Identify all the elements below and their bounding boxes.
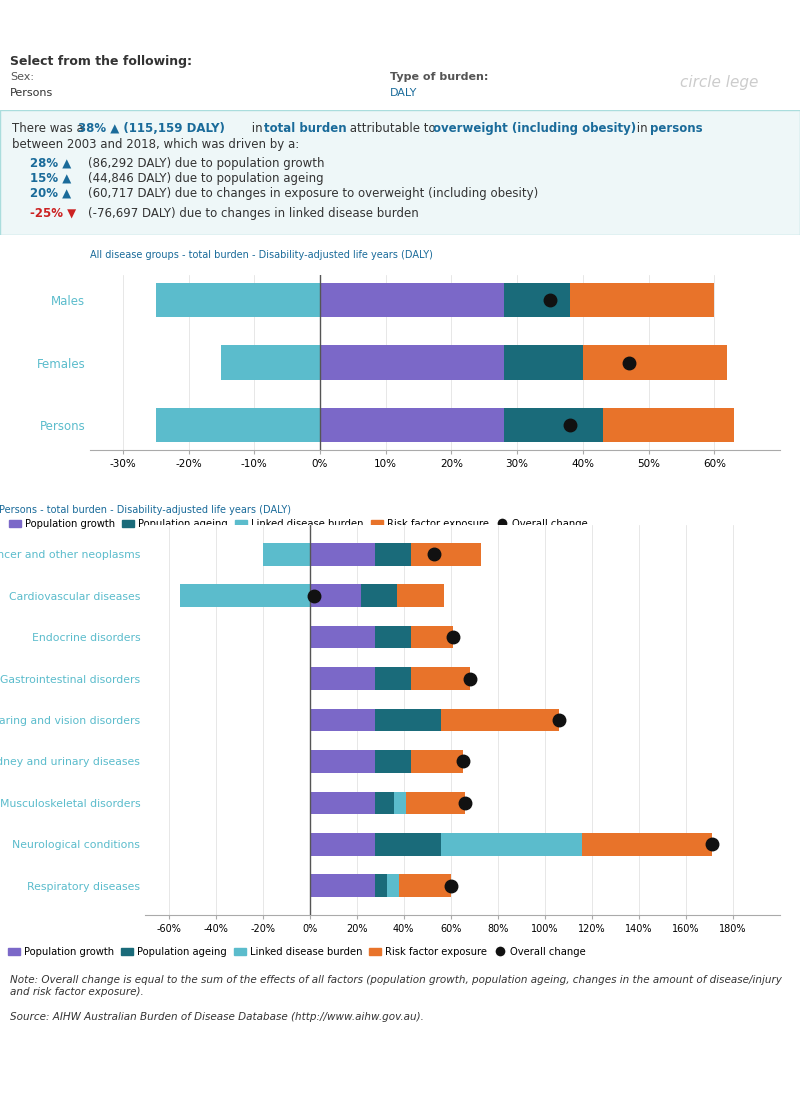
Bar — [262, 542, 310, 565]
Bar — [375, 708, 442, 732]
Text: attributable to: attributable to — [346, 122, 439, 135]
Legend: Population growth, Population ageing, Linked disease burden, Risk factor exposur: Population growth, Population ageing, Li… — [4, 943, 590, 960]
Bar — [442, 833, 582, 856]
Text: Drivers of change in overweight (including obesity) attributable burden: Drivers of change in overweight (includi… — [10, 12, 715, 30]
Text: Sex:: Sex: — [10, 72, 34, 82]
Text: total burden: total burden — [264, 122, 346, 135]
Bar — [504, 345, 583, 379]
Bar — [156, 408, 320, 442]
Text: Note: Overall change is equal to the sum of the effects of all factors (populati: Note: Overall change is equal to the sum… — [10, 975, 782, 997]
Bar — [180, 584, 310, 607]
Bar — [310, 584, 362, 607]
Text: -25% ▼: -25% ▼ — [30, 207, 76, 220]
Bar — [310, 626, 375, 649]
Text: persons: persons — [650, 122, 702, 135]
Bar — [310, 750, 375, 773]
Bar — [504, 283, 570, 317]
Bar — [375, 874, 387, 898]
Bar — [310, 667, 375, 690]
Text: (60,717 DALY) due to changes in exposure to overweight (including obesity): (60,717 DALY) due to changes in exposure… — [88, 187, 538, 200]
Bar — [375, 833, 442, 856]
Bar — [310, 833, 375, 856]
Text: Persons - total burden - Disability-adjusted life years (DALY): Persons - total burden - Disability-adju… — [0, 505, 291, 515]
Bar — [375, 626, 410, 649]
Text: 20% ▲: 20% ▲ — [30, 187, 71, 200]
Text: DALY: DALY — [390, 88, 418, 98]
Bar — [442, 708, 559, 732]
Text: Persons: Persons — [10, 88, 54, 98]
Text: (44,846 DALY) due to population ageing: (44,846 DALY) due to population ageing — [88, 172, 324, 185]
Bar — [602, 408, 734, 442]
Text: between 2003 and 2018, which was driven by a:: between 2003 and 2018, which was driven … — [12, 138, 299, 151]
Text: 15% ▲: 15% ▲ — [30, 172, 71, 185]
Bar — [394, 792, 406, 814]
Text: 28% ▲: 28% ▲ — [30, 157, 71, 170]
Text: in: in — [633, 122, 651, 135]
Text: All disease groups - total burden - Disability-adjusted life years (DALY): All disease groups - total burden - Disa… — [90, 250, 433, 260]
Bar — [410, 626, 453, 649]
Text: There was a: There was a — [12, 122, 87, 135]
Bar — [310, 792, 375, 814]
Bar — [222, 345, 320, 379]
Bar — [320, 345, 504, 379]
Bar — [582, 833, 712, 856]
Bar — [320, 283, 504, 317]
Bar — [310, 874, 375, 898]
Bar — [320, 408, 504, 442]
Text: Type of burden:: Type of burden: — [390, 72, 488, 82]
Bar — [310, 708, 375, 732]
Text: Per cent change by disease group: Per cent change by disease group — [10, 497, 328, 515]
Bar — [583, 345, 727, 379]
Bar — [375, 667, 410, 690]
Bar — [504, 408, 602, 442]
Text: (86,292 DALY) due to population growth: (86,292 DALY) due to population growth — [88, 157, 325, 170]
Bar — [410, 542, 482, 565]
Bar — [570, 283, 714, 317]
Bar — [406, 792, 465, 814]
Bar — [410, 750, 462, 773]
Bar — [410, 667, 470, 690]
Bar — [362, 584, 397, 607]
Bar — [387, 874, 399, 898]
Text: Per cent change by sex: Per cent change by sex — [10, 242, 228, 260]
Text: (-76,697 DALY) due to changes in linked disease burden: (-76,697 DALY) due to changes in linked … — [88, 207, 418, 220]
Text: Select from the following:: Select from the following: — [10, 55, 192, 68]
Text: in: in — [248, 122, 266, 135]
Bar — [399, 874, 450, 898]
Bar — [375, 542, 410, 565]
Bar — [156, 283, 320, 317]
Bar — [310, 542, 375, 565]
Text: 38% ▲ (115,159 DALY): 38% ▲ (115,159 DALY) — [78, 122, 225, 135]
Text: overweight (including obesity): overweight (including obesity) — [433, 122, 636, 135]
Text: circle lege: circle lege — [680, 75, 758, 89]
Bar — [375, 792, 394, 814]
Text: Source: AIHW Australian Burden of Disease Database (http://www.aihw.gov.au).: Source: AIHW Australian Burden of Diseas… — [10, 1012, 424, 1022]
Legend: Population growth, Population ageing, Linked disease burden, Risk factor exposur: Population growth, Population ageing, Li… — [6, 515, 591, 532]
Bar — [397, 584, 444, 607]
Bar — [375, 750, 410, 773]
